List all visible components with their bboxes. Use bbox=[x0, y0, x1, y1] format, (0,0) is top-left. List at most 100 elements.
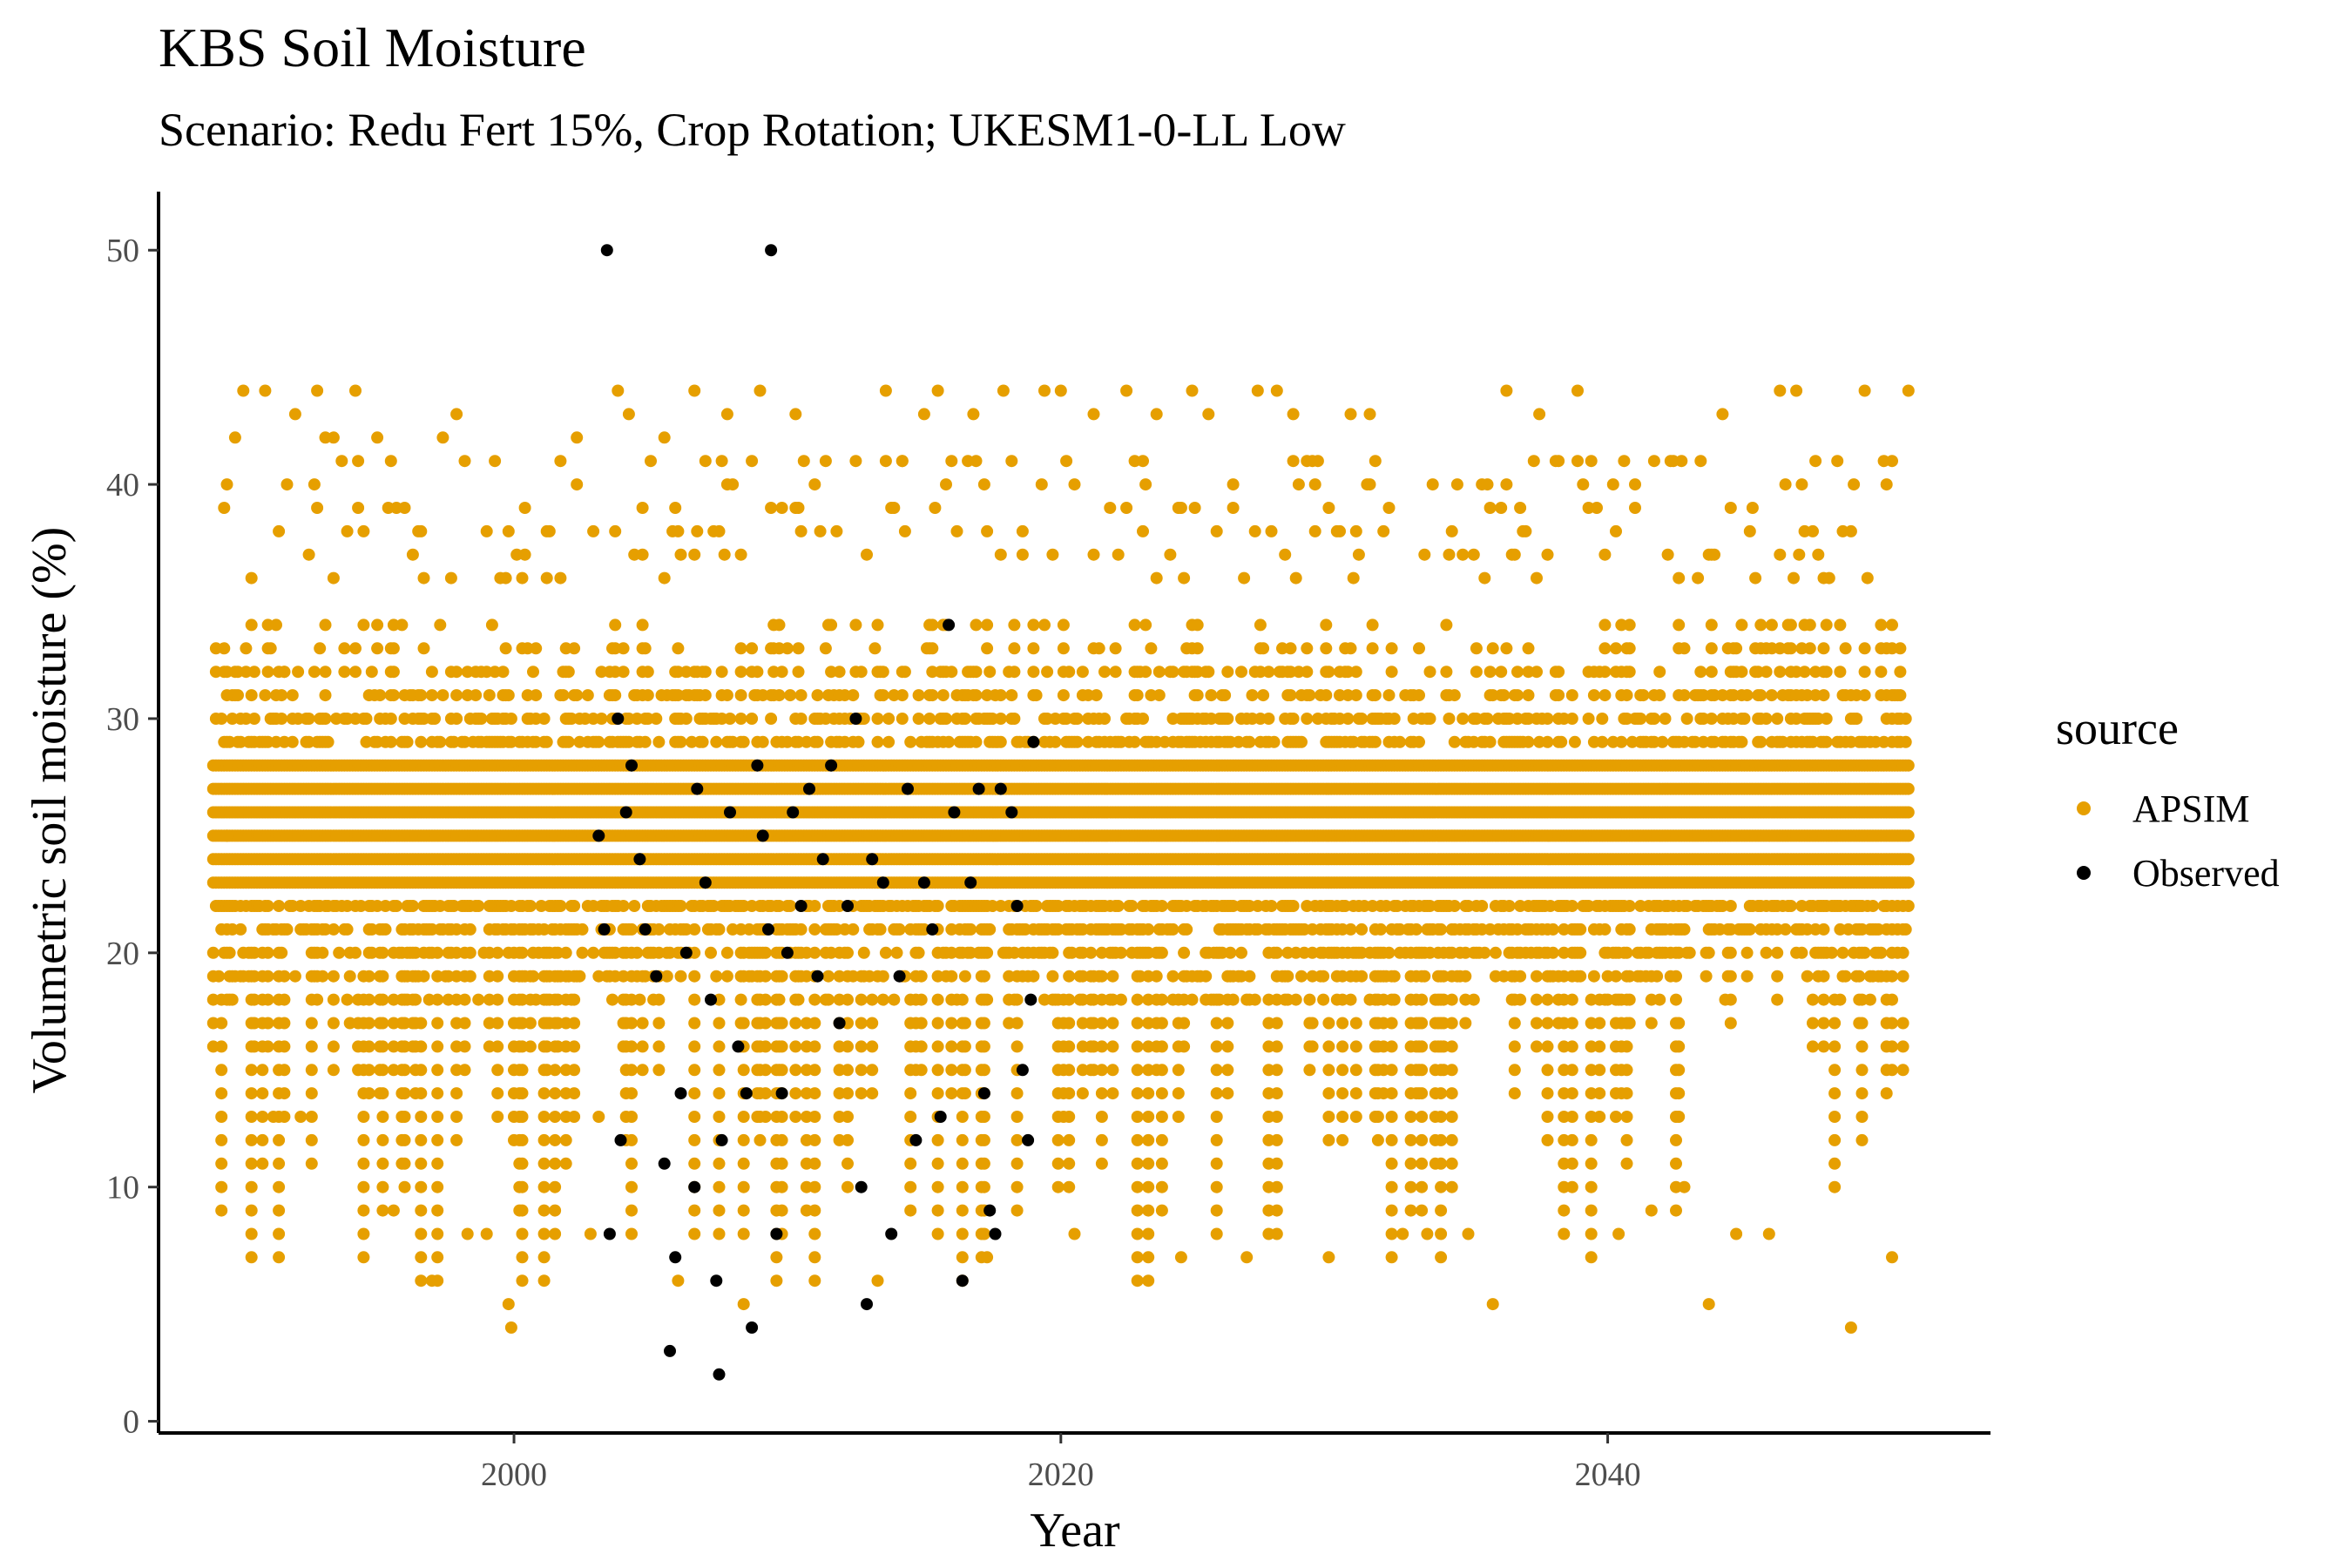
apsim-point bbox=[1125, 900, 1139, 912]
apsim-point bbox=[756, 735, 769, 748]
apsim-point bbox=[674, 735, 687, 748]
apsim-point bbox=[458, 455, 471, 468]
apsim-point bbox=[245, 1227, 258, 1240]
apsim-point bbox=[516, 1274, 529, 1288]
apsim-point bbox=[977, 1064, 990, 1077]
apsim-point bbox=[688, 1133, 701, 1146]
apsim-point bbox=[1227, 993, 1240, 1006]
apsim-point bbox=[280, 478, 294, 491]
apsim-point bbox=[1349, 1087, 1362, 1100]
apsim-point bbox=[549, 1111, 562, 1123]
apsim-point bbox=[759, 970, 772, 983]
apsim-point bbox=[794, 713, 808, 725]
apsim-point bbox=[305, 1064, 318, 1077]
apsim-point bbox=[940, 478, 952, 491]
apsim-point bbox=[1210, 1064, 1223, 1077]
apsim-point bbox=[931, 993, 944, 1006]
apsim-point bbox=[302, 713, 315, 725]
apsim-point bbox=[904, 735, 917, 748]
apsim-point bbox=[945, 1087, 958, 1100]
apsim-point bbox=[573, 970, 586, 983]
apsim-point bbox=[1063, 1180, 1076, 1193]
apsim-point bbox=[472, 900, 485, 912]
apsim-point bbox=[931, 1017, 944, 1030]
apsim-point bbox=[981, 524, 994, 537]
apsim-point bbox=[516, 1064, 529, 1077]
apsim-point bbox=[215, 1064, 228, 1077]
apsim-point bbox=[713, 1064, 726, 1077]
apsim-point bbox=[688, 1087, 701, 1100]
apsim-point bbox=[1063, 1017, 1076, 1030]
apsim-point bbox=[1336, 1064, 1349, 1077]
apsim-point bbox=[1388, 970, 1401, 983]
apsim-point bbox=[1287, 713, 1300, 725]
apsim-point bbox=[409, 993, 422, 1006]
apsim-point bbox=[218, 502, 231, 514]
apsim-point bbox=[833, 666, 846, 679]
apsim-point bbox=[220, 478, 233, 491]
apsim-point bbox=[278, 1040, 291, 1053]
apsim-point bbox=[1164, 548, 1177, 561]
apsim-point bbox=[516, 1227, 529, 1240]
apsim-point bbox=[516, 571, 529, 585]
apsim-point bbox=[958, 1017, 971, 1030]
apsim-point bbox=[669, 502, 682, 514]
apsim-point bbox=[1109, 642, 1122, 655]
apsim-point bbox=[206, 946, 220, 959]
apsim-point bbox=[1388, 993, 1401, 1006]
apsim-point bbox=[822, 970, 835, 983]
apsim-point bbox=[1005, 689, 1018, 702]
apsim-point bbox=[431, 1111, 444, 1123]
apsim-point bbox=[688, 548, 701, 561]
apsim-point bbox=[398, 1180, 411, 1193]
apsim-point bbox=[415, 1064, 428, 1077]
apsim-point bbox=[1347, 571, 1360, 585]
apsim-point bbox=[341, 923, 354, 936]
apsim-point bbox=[915, 970, 928, 983]
apsim-point bbox=[1098, 666, 1111, 679]
apsim-point bbox=[1385, 1064, 1398, 1077]
apsim-point bbox=[958, 1087, 971, 1100]
apsim-point bbox=[458, 1064, 471, 1077]
apsim-point bbox=[1063, 970, 1076, 983]
apsim-point bbox=[1063, 993, 1076, 1006]
apsim-point bbox=[705, 946, 717, 959]
apsim-point bbox=[855, 993, 868, 1006]
apsim-point bbox=[912, 689, 925, 702]
apsim-point bbox=[964, 923, 977, 936]
apsim-point bbox=[1172, 1064, 1185, 1077]
apsim-point bbox=[1246, 689, 1259, 702]
apsim-point bbox=[1235, 946, 1247, 959]
apsim-point bbox=[1385, 1251, 1398, 1264]
apsim-point bbox=[245, 1087, 258, 1100]
apsim-point bbox=[625, 1204, 638, 1217]
apsim-point bbox=[672, 524, 685, 537]
apsim-point bbox=[215, 1157, 228, 1170]
apsim-point bbox=[1095, 1133, 1108, 1146]
apsim-point bbox=[1046, 548, 1059, 561]
apsim-point bbox=[305, 1111, 318, 1123]
apsim-point bbox=[215, 1111, 228, 1123]
apsim-point bbox=[912, 713, 925, 725]
apsim-point bbox=[256, 1111, 269, 1123]
apsim-point bbox=[956, 1111, 969, 1123]
apsim-point bbox=[270, 618, 282, 632]
apsim-point bbox=[568, 642, 581, 655]
apsim-point bbox=[1270, 1087, 1283, 1100]
apsim-point bbox=[1254, 618, 1267, 632]
apsim-point bbox=[275, 689, 288, 702]
apsim-point bbox=[415, 1040, 428, 1053]
apsim-point bbox=[305, 1087, 318, 1100]
apsim-point bbox=[1349, 1064, 1362, 1077]
apsim-point bbox=[737, 1227, 750, 1240]
apsim-point bbox=[956, 993, 969, 1006]
apsim-point bbox=[688, 1111, 701, 1123]
apsim-point bbox=[1095, 1064, 1108, 1077]
apsim-point bbox=[808, 900, 821, 912]
apsim-point bbox=[1248, 524, 1261, 537]
apsim-point bbox=[1174, 502, 1187, 514]
apsim-point bbox=[808, 1040, 821, 1053]
apsim-point bbox=[1284, 689, 1297, 702]
apsim-point bbox=[559, 946, 572, 959]
apsim-point bbox=[278, 970, 291, 983]
